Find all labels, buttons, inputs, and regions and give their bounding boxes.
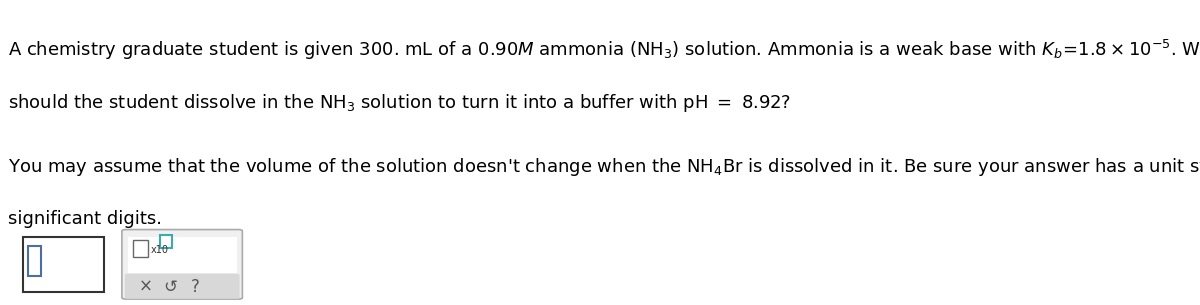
Text: x10: x10 xyxy=(150,245,168,255)
Bar xyxy=(29,246,41,276)
Text: You may assume that the volume of the solution doesn't change when the $\mathrm{: You may assume that the volume of the so… xyxy=(8,156,1200,178)
Bar xyxy=(160,235,172,248)
Text: should the student dissolve in the $\mathrm{NH_3}$ solution to turn it into a bu: should the student dissolve in the $\mat… xyxy=(8,92,792,114)
Text: A chemistry graduate student is given 300. mL of a 0.90$\mathit{M}$ ammonia $\le: A chemistry graduate student is given 30… xyxy=(8,38,1200,62)
Text: ×: × xyxy=(138,278,152,296)
Text: ?: ? xyxy=(191,278,199,296)
FancyBboxPatch shape xyxy=(125,274,240,299)
Bar xyxy=(132,240,148,257)
FancyBboxPatch shape xyxy=(122,230,242,299)
Text: ↺: ↺ xyxy=(163,278,178,296)
Text: significant digits.: significant digits. xyxy=(8,210,162,228)
FancyBboxPatch shape xyxy=(23,237,104,292)
FancyBboxPatch shape xyxy=(127,237,236,273)
